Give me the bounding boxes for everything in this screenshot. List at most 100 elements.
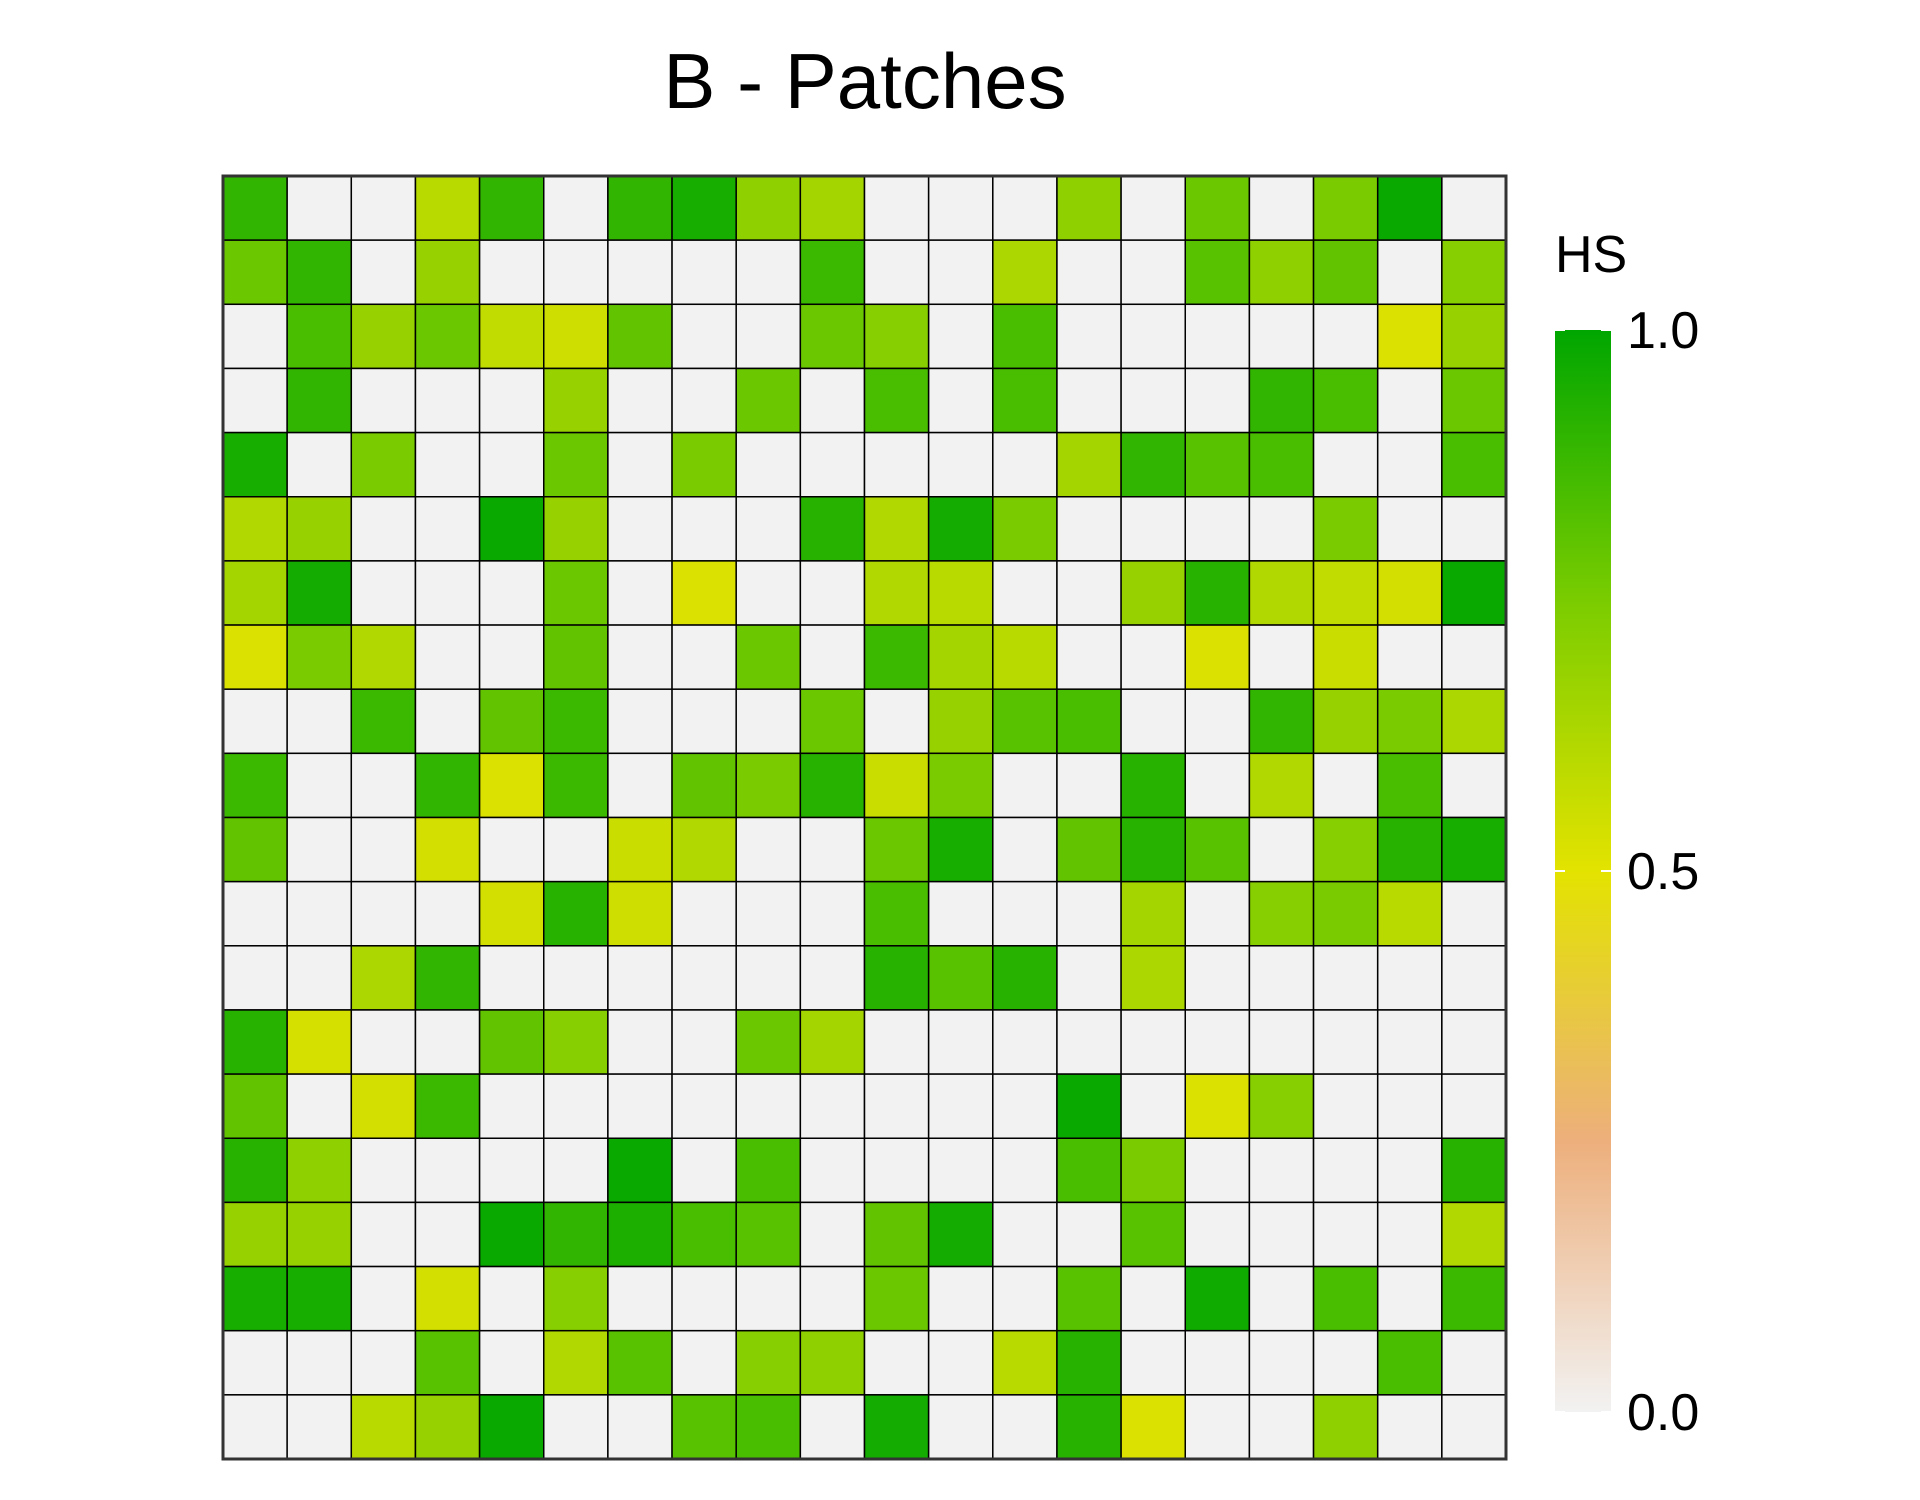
heatmap-cell [1248, 1073, 1315, 1139]
heatmap-cell [1056, 239, 1122, 306]
heatmap-cell [1056, 1265, 1122, 1332]
heatmap-cell [863, 1329, 930, 1396]
heatmap-cell [799, 431, 866, 498]
heatmap-cell [799, 1137, 866, 1204]
heatmap-cell [222, 945, 288, 1011]
heatmap-cell [1056, 880, 1122, 947]
heatmap-cell [222, 175, 288, 241]
heatmap-cell [799, 1394, 866, 1460]
heatmap-cell [286, 431, 353, 498]
heatmap-cell [671, 1329, 737, 1396]
heatmap-cell [1184, 367, 1251, 434]
heatmap-cell [478, 1009, 545, 1075]
heatmap-cell [350, 624, 417, 690]
heatmap-cell [607, 239, 673, 306]
heatmap-cell [478, 816, 545, 883]
heatmap-cell [927, 752, 994, 819]
heatmap-cell [543, 1137, 609, 1204]
heatmap-cell [1376, 1073, 1443, 1139]
heatmap-cell [671, 945, 737, 1011]
heatmap-cell [1184, 1137, 1251, 1204]
heatmap-cell [927, 1137, 994, 1204]
heatmap-cell [1248, 239, 1315, 306]
heatmap-cell [1184, 496, 1251, 562]
heatmap-cell [735, 560, 802, 626]
heatmap-cell [478, 303, 545, 370]
heatmap-cell [607, 1073, 673, 1139]
heatmap-cell [607, 1137, 673, 1204]
heatmap-cell [927, 1009, 994, 1075]
heatmap-cell [927, 367, 994, 434]
heatmap-cell [286, 624, 353, 690]
chart-title: B - Patches [663, 37, 1066, 125]
heatmap-cell [735, 431, 802, 498]
heatmap-cell [992, 752, 1058, 819]
heatmap-cell [992, 303, 1058, 370]
heatmap-cell [992, 1201, 1058, 1268]
heatmap-cell [992, 496, 1058, 562]
heatmap-cell [927, 239, 994, 306]
heatmap-cell [350, 1137, 417, 1204]
heatmap-cell [607, 1201, 673, 1268]
heatmap-cell [543, 1073, 609, 1139]
heatmap-cell [735, 1329, 802, 1396]
heatmap-cell [543, 367, 609, 434]
heatmap-cell [992, 1137, 1058, 1204]
heatmap-cell [863, 1137, 930, 1204]
heatmap-cell [735, 367, 802, 434]
heatmap-cell [1441, 1265, 1507, 1332]
heatmap-cell [927, 624, 994, 690]
heatmap-cell [927, 303, 994, 370]
heatmap-cell [222, 367, 288, 434]
heatmap-cell [1056, 175, 1122, 241]
heatmap-cell [927, 688, 994, 755]
heatmap-cell [1312, 1394, 1379, 1460]
heatmap-cell [1312, 688, 1379, 755]
heatmap-cell [1120, 1137, 1186, 1204]
heatmap-cell [671, 752, 737, 819]
heatmap-cell [1248, 560, 1315, 626]
heatmap-cell [543, 1394, 609, 1460]
heatmap-cell [1312, 1073, 1379, 1139]
heatmap-cell [543, 303, 609, 370]
heatmap-cell [350, 1329, 417, 1396]
heatmap-cell [1056, 367, 1122, 434]
heatmap-cell [1056, 945, 1122, 1011]
heatmap-cell [286, 303, 353, 370]
heatmap-cell [927, 880, 994, 947]
heatmap-cell [222, 1265, 288, 1332]
heatmap-cell [607, 816, 673, 883]
heatmap-cell [414, 1394, 481, 1460]
heatmap-cell [414, 1009, 481, 1075]
heatmap-cell [1376, 688, 1443, 755]
heatmap-cell [607, 1329, 673, 1396]
heatmap-cell [799, 1201, 866, 1268]
heatmap-cell [350, 1265, 417, 1332]
heatmap-cell [1441, 816, 1507, 883]
legend-tick-label: 0.5 [1627, 843, 1699, 901]
heatmap-cell [1120, 816, 1186, 883]
heatmap-cell [1184, 303, 1251, 370]
heatmap-cell [478, 1394, 545, 1460]
heatmap-cell [735, 752, 802, 819]
heatmap-cell [992, 688, 1058, 755]
heatmap-cell [1376, 624, 1443, 690]
heatmap-cell [1441, 1201, 1507, 1268]
heatmap-cell [350, 1073, 417, 1139]
heatmap-cell [478, 175, 545, 241]
heatmap-cell [671, 367, 737, 434]
heatmap-cell [671, 431, 737, 498]
heatmap-cell [286, 752, 353, 819]
heatmap-cell [863, 880, 930, 947]
heatmap-cell [607, 175, 673, 241]
heatmap-cell [1184, 880, 1251, 947]
heatmap-cell [863, 367, 930, 434]
heatmap-cell [607, 752, 673, 819]
heatmap-cell [735, 1073, 802, 1139]
heatmap-cell [350, 1201, 417, 1268]
heatmap-cell [671, 175, 737, 241]
heatmap-cell [863, 1265, 930, 1332]
heatmap-cell [863, 496, 930, 562]
heatmap-cell [607, 688, 673, 755]
heatmap-cell [222, 431, 288, 498]
